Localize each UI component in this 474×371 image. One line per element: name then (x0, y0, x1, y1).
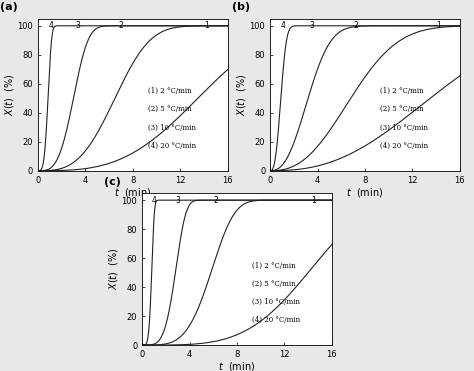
Text: 2: 2 (118, 21, 123, 30)
Text: (4) 20 °C/min: (4) 20 °C/min (148, 142, 196, 150)
X-axis label: $t$  (min): $t$ (min) (114, 186, 151, 199)
Text: (2) 5 °C/min: (2) 5 °C/min (148, 105, 191, 113)
Text: (a): (a) (0, 3, 18, 13)
Text: 1: 1 (204, 21, 209, 30)
Y-axis label: $X(t)$  (%): $X(t)$ (%) (107, 247, 120, 290)
Text: (1) 2 °C/min: (1) 2 °C/min (380, 87, 424, 95)
Text: (c): (c) (104, 177, 121, 187)
Text: (4) 20 °C/min: (4) 20 °C/min (252, 316, 301, 324)
Y-axis label: $X(t)$  (%): $X(t)$ (%) (235, 73, 248, 116)
Text: 3: 3 (175, 196, 180, 204)
Text: (4) 20 °C/min: (4) 20 °C/min (380, 142, 428, 150)
Text: 4: 4 (281, 21, 286, 30)
Text: (1) 2 °C/min: (1) 2 °C/min (252, 261, 296, 269)
Text: (2) 5 °C/min: (2) 5 °C/min (252, 280, 296, 288)
Text: 2: 2 (213, 196, 218, 204)
Text: (1) 2 °C/min: (1) 2 °C/min (148, 87, 191, 95)
Text: 1: 1 (311, 196, 317, 204)
Text: 4: 4 (152, 196, 156, 204)
X-axis label: $t$  (min): $t$ (min) (346, 186, 383, 199)
X-axis label: $t$  (min): $t$ (min) (219, 360, 255, 371)
Text: 1: 1 (436, 21, 441, 30)
Text: 3: 3 (309, 21, 314, 30)
Text: (2) 5 °C/min: (2) 5 °C/min (380, 105, 424, 113)
Text: 4: 4 (48, 21, 54, 30)
Text: (b): (b) (232, 3, 250, 13)
Text: 3: 3 (76, 21, 81, 30)
Text: (3) 10 °C/min: (3) 10 °C/min (148, 124, 196, 131)
Text: (3) 10 °C/min: (3) 10 °C/min (380, 124, 428, 131)
Text: (3) 10 °C/min: (3) 10 °C/min (252, 298, 300, 306)
Y-axis label: $X(t)$  (%): $X(t)$ (%) (3, 73, 16, 116)
Text: 2: 2 (353, 21, 358, 30)
